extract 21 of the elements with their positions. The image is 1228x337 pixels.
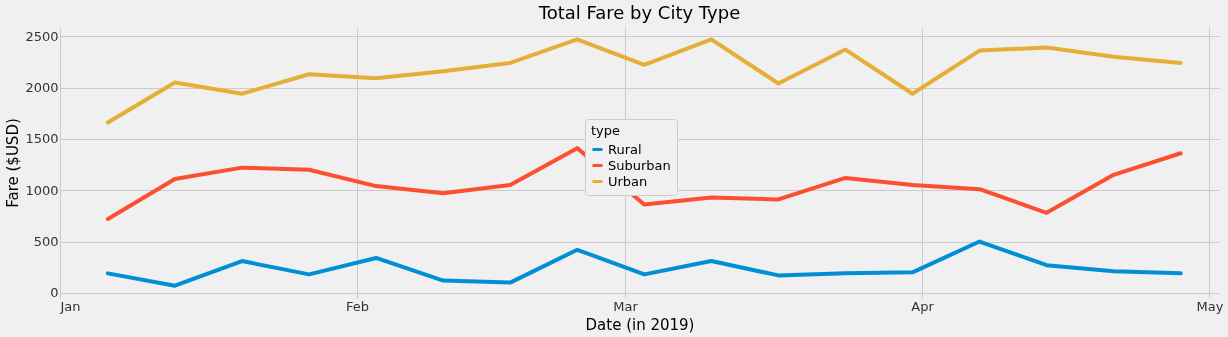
y-tick-label: 2000 [25, 80, 59, 96]
y-axis-title: Fare ($USD) [4, 118, 23, 208]
line-series [105, 239, 1183, 288]
x-tick-label: Apr [911, 298, 935, 314]
legend-title: type [591, 123, 621, 138]
legend-label: Suburban [608, 157, 671, 173]
legend-label: Rural [608, 141, 642, 157]
line-series [105, 146, 1183, 221]
y-tick-label: 500 [33, 234, 59, 250]
x-tick-label: Feb [345, 298, 369, 314]
chart-title: Total Fare by City Type [537, 2, 741, 23]
line-series [105, 37, 1183, 125]
y-tick-label: 1500 [25, 131, 59, 147]
x-tick-label: Mar [613, 298, 639, 314]
x-tick-label: May [1196, 298, 1224, 314]
y-tick-label: 0 [50, 285, 59, 301]
x-tick-label: Jan [59, 298, 81, 314]
x-axis-title: Date (in 2019) [585, 315, 695, 334]
y-tick-label: 1000 [25, 182, 59, 198]
y-tick-label: 2500 [25, 28, 59, 44]
legend-label: Urban [608, 173, 648, 189]
